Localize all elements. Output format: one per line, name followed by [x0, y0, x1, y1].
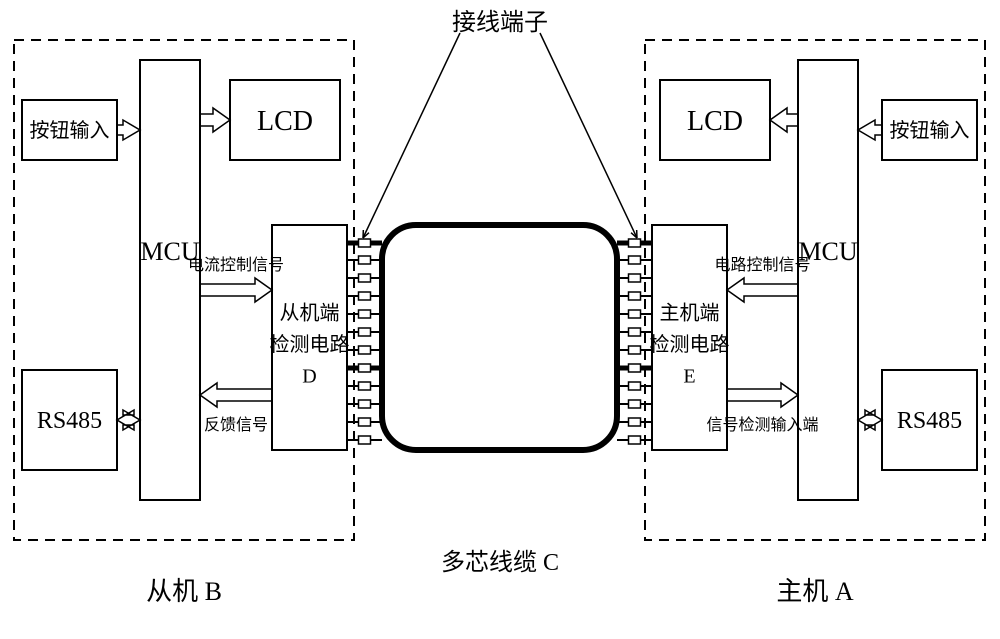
- terminal: [359, 418, 371, 426]
- terminal: [629, 239, 641, 247]
- terminal: [629, 418, 641, 426]
- button-label: 按钮输入: [30, 119, 110, 142]
- detect-l1: 从机端: [280, 302, 340, 325]
- terminal: [629, 400, 641, 408]
- cable: [382, 225, 617, 450]
- terminal: [359, 292, 371, 300]
- button-label: 按钮输入: [890, 119, 970, 142]
- top-label: 接线端子: [452, 9, 548, 36]
- side-title: 主机 A: [776, 577, 854, 606]
- terminal: [359, 346, 371, 354]
- terminal: [629, 364, 641, 372]
- detect-l2: 检测电路: [650, 333, 730, 356]
- detect-l1: 主机端: [660, 302, 720, 325]
- sig-bot: 反馈信号: [204, 416, 268, 434]
- lcd-label: LCD: [257, 106, 313, 137]
- terminal: [629, 310, 641, 318]
- terminal: [359, 239, 371, 247]
- terminal: [359, 364, 371, 372]
- cable-label: 多芯线缆 C: [441, 549, 559, 576]
- terminal: [629, 436, 641, 444]
- detect-l3: D: [302, 366, 316, 388]
- sig-bot: 信号检测输入端: [706, 416, 818, 434]
- sig-top: 电路控制信号: [714, 256, 810, 274]
- lcd-label: LCD: [687, 106, 743, 137]
- rs485-label: RS485: [897, 408, 962, 434]
- rs485-label: RS485: [37, 408, 102, 434]
- terminal: [629, 382, 641, 390]
- terminal: [359, 400, 371, 408]
- terminal: [359, 274, 371, 282]
- terminal: [629, 328, 641, 336]
- terminal: [629, 274, 641, 282]
- sig-top: 电流控制信号: [188, 256, 284, 274]
- detect-l3: E: [683, 366, 695, 388]
- side-title: 从机 B: [146, 577, 222, 606]
- terminal: [629, 346, 641, 354]
- terminal: [629, 256, 641, 264]
- detect-l2: 检测电路: [270, 333, 350, 356]
- terminal: [359, 328, 371, 336]
- terminal: [359, 382, 371, 390]
- terminal: [359, 436, 371, 444]
- terminal: [629, 292, 641, 300]
- terminal: [359, 256, 371, 264]
- terminal: [359, 310, 371, 318]
